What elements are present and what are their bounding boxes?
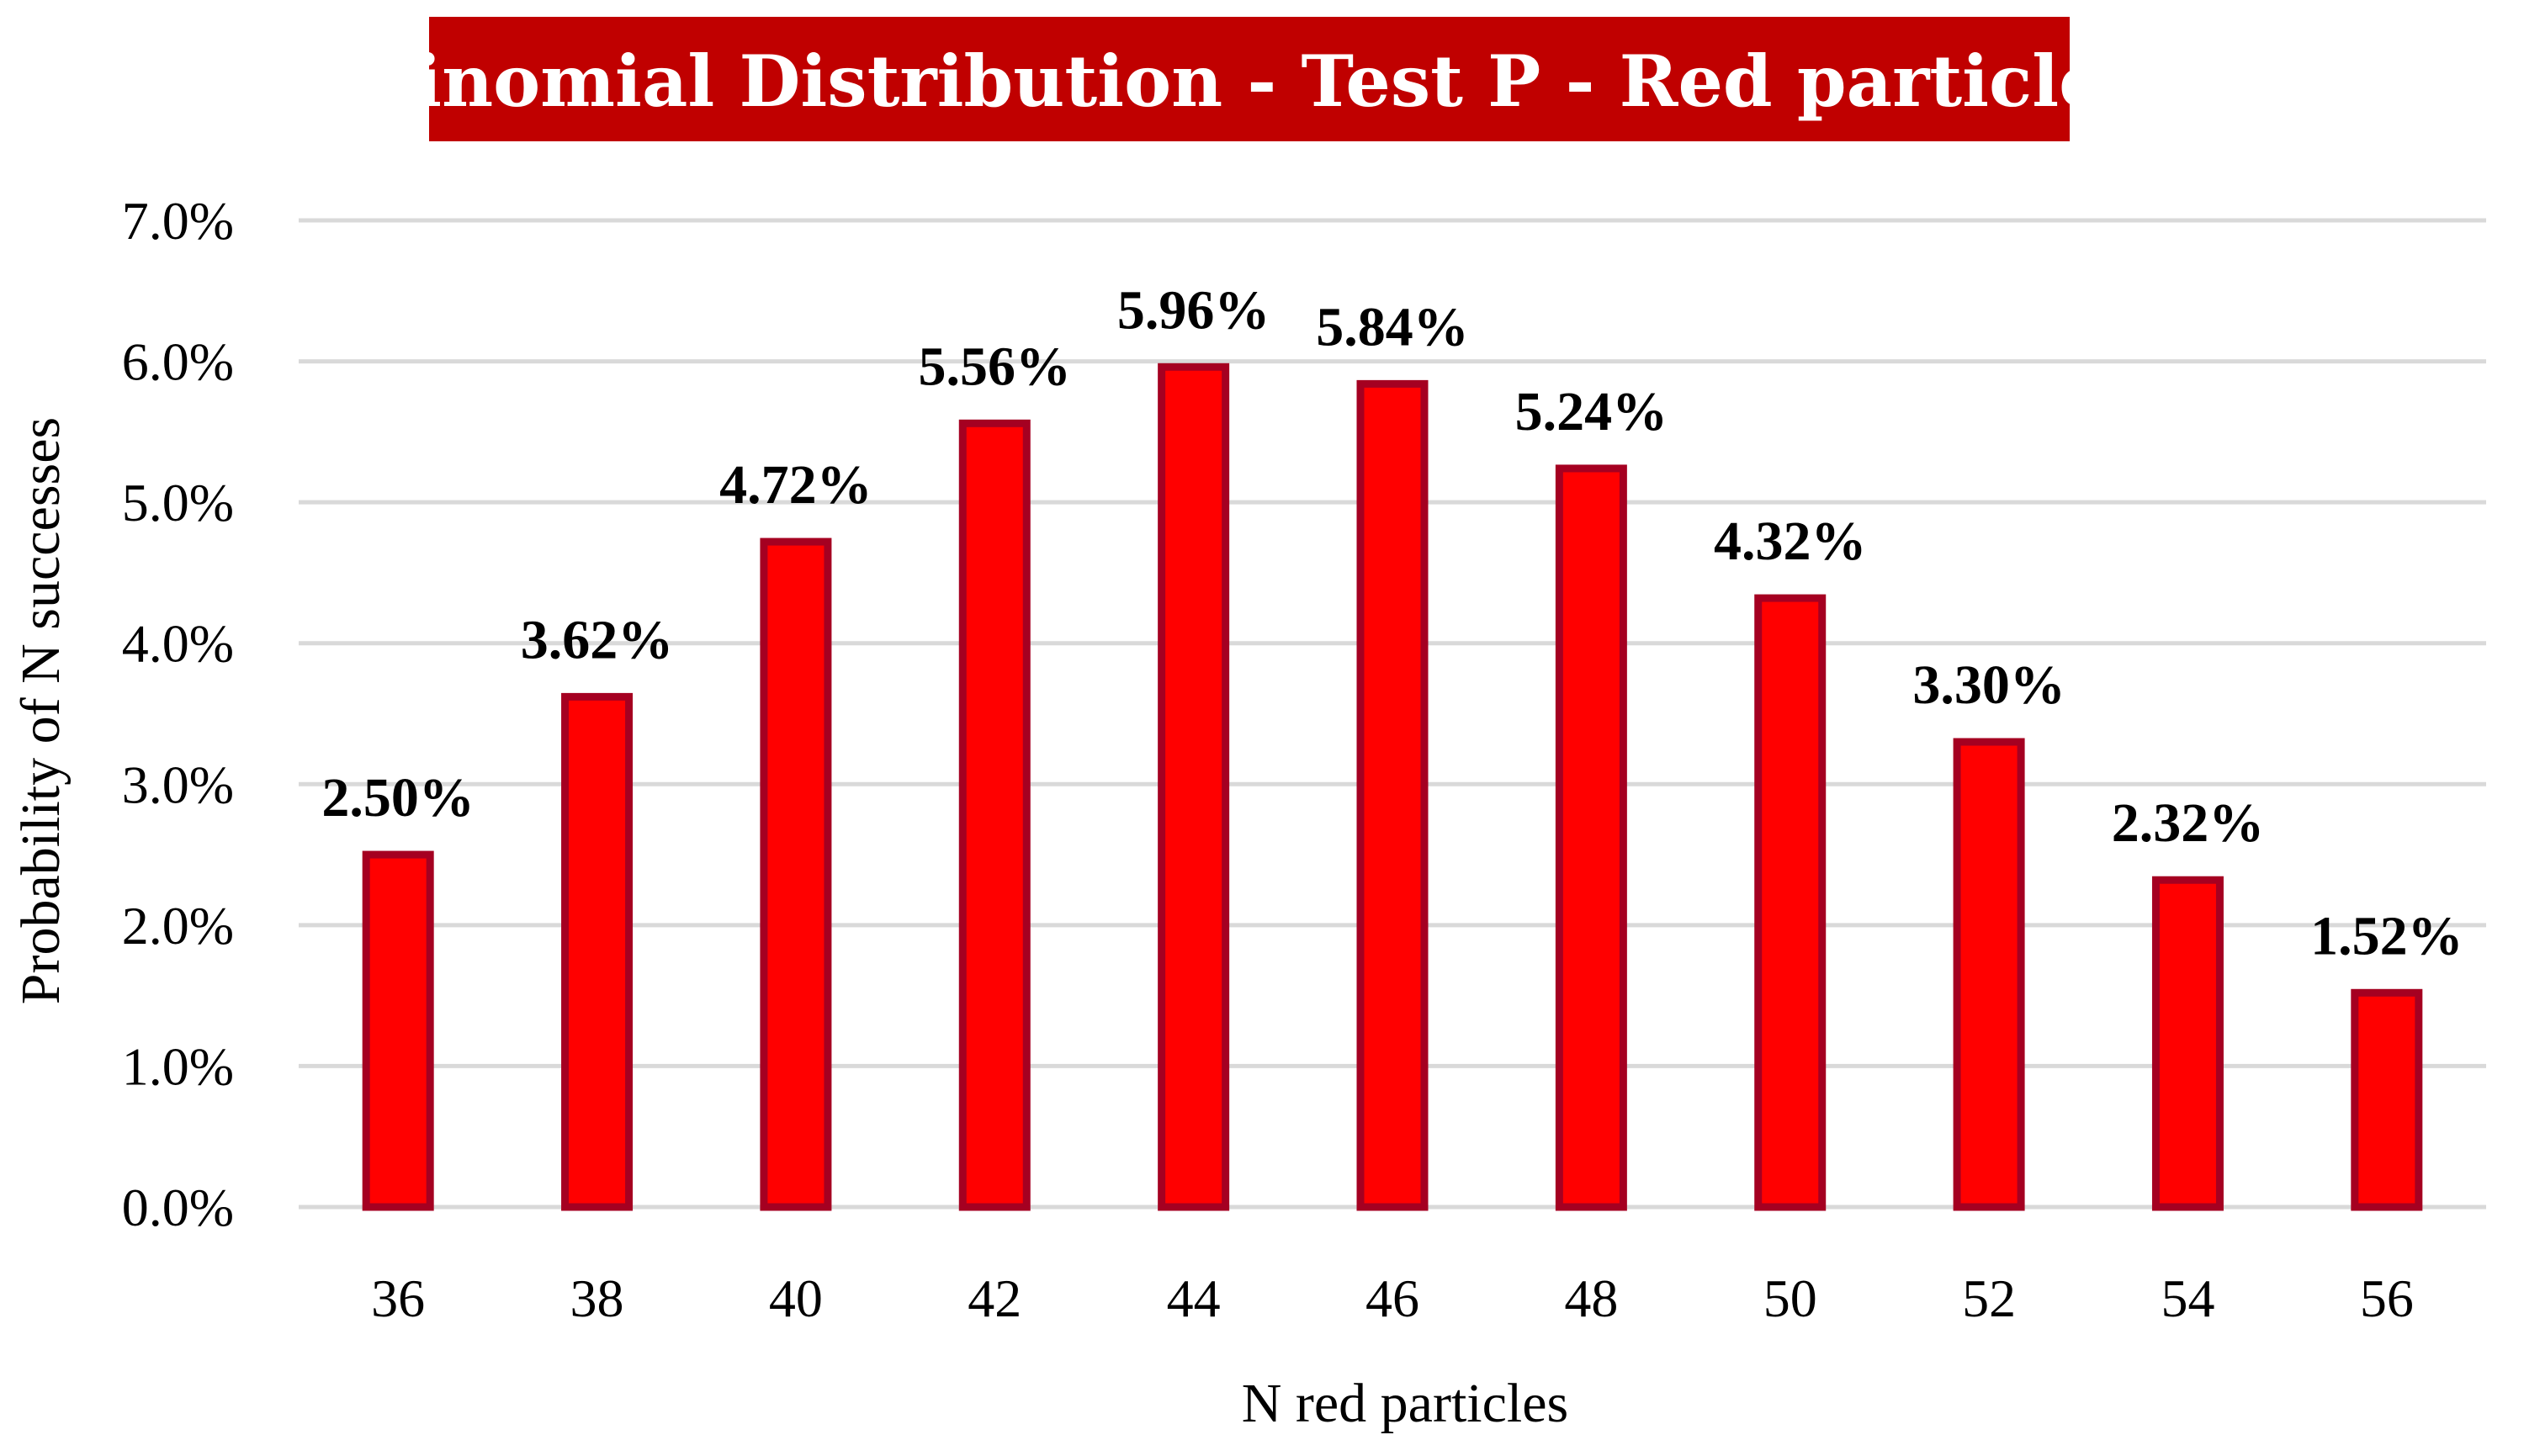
data-label-36: 2.50% <box>321 767 475 829</box>
x-tick-label: 46 <box>1365 1268 1419 1328</box>
data-label-48: 5.24% <box>1515 381 1668 442</box>
bar-56 <box>2351 988 2423 1211</box>
x-tick-label: 38 <box>570 1268 624 1328</box>
y-tick-label: 1.0% <box>122 1036 234 1096</box>
x-tick-label: 56 <box>2360 1268 2414 1328</box>
y-axis-ticks: 0.0% 1.0% 2.0% 3.0% 4.0% 5.0% 6.0% 7.0% <box>122 191 234 1237</box>
data-label-52: 3.30% <box>1912 654 2065 716</box>
x-tick-label: 44 <box>1167 1268 1221 1328</box>
data-label-54: 2.32% <box>2112 792 2265 854</box>
bar-50 <box>1754 594 1827 1211</box>
x-tick-label: 54 <box>2161 1268 2214 1328</box>
x-tick-label: 40 <box>769 1268 823 1328</box>
bar-36 <box>362 850 434 1211</box>
bar-54 <box>2151 876 2224 1211</box>
y-tick-label: 4.0% <box>122 614 234 674</box>
bar-44 <box>1158 363 1230 1211</box>
y-tick-label: 5.0% <box>122 473 234 532</box>
y-tick-label: 0.0% <box>122 1178 234 1237</box>
data-label-44: 5.96% <box>1117 279 1270 341</box>
y-tick-label: 3.0% <box>122 754 234 814</box>
data-label-56: 1.52% <box>2310 905 2463 966</box>
x-axis-label: N red particles <box>1242 1373 1569 1434</box>
x-tick-label: 52 <box>1962 1268 2016 1328</box>
data-label-40: 4.72% <box>719 454 872 516</box>
data-label-42: 5.56% <box>919 336 1072 397</box>
data-label-38: 3.62% <box>521 609 674 670</box>
data-label-46: 5.84% <box>1316 296 1469 357</box>
x-tick-label: 50 <box>1763 1268 1817 1328</box>
x-tick-label: 36 <box>371 1268 425 1328</box>
bars <box>362 363 2423 1211</box>
bar-48 <box>1555 464 1627 1211</box>
x-axis-ticks: 36 38 40 42 44 46 48 50 52 54 56 <box>371 1268 2414 1328</box>
y-axis-label: Probability of N successes <box>10 417 72 1004</box>
x-tick-label: 42 <box>968 1268 1021 1328</box>
x-tick-label: 48 <box>1564 1268 1618 1328</box>
bar-52 <box>1953 738 2025 1211</box>
y-tick-label: 6.0% <box>122 332 234 392</box>
data-labels: 2.50% 3.62% 4.72% 5.56% 5.96% 5.84% 5.24% 4.32%… <box>321 279 2463 966</box>
title-banner <box>429 17 2070 141</box>
bar-46 <box>1356 379 1429 1211</box>
chart-title: Binomial Distribution - Test P - Red par… <box>355 40 2144 123</box>
bar-42 <box>958 419 1031 1211</box>
data-label-50: 4.32% <box>1714 511 1867 572</box>
bar-40 <box>760 537 832 1211</box>
y-tick-label: 2.0% <box>122 896 234 956</box>
y-tick-label: 7.0% <box>122 191 234 251</box>
bar-38 <box>561 692 634 1211</box>
